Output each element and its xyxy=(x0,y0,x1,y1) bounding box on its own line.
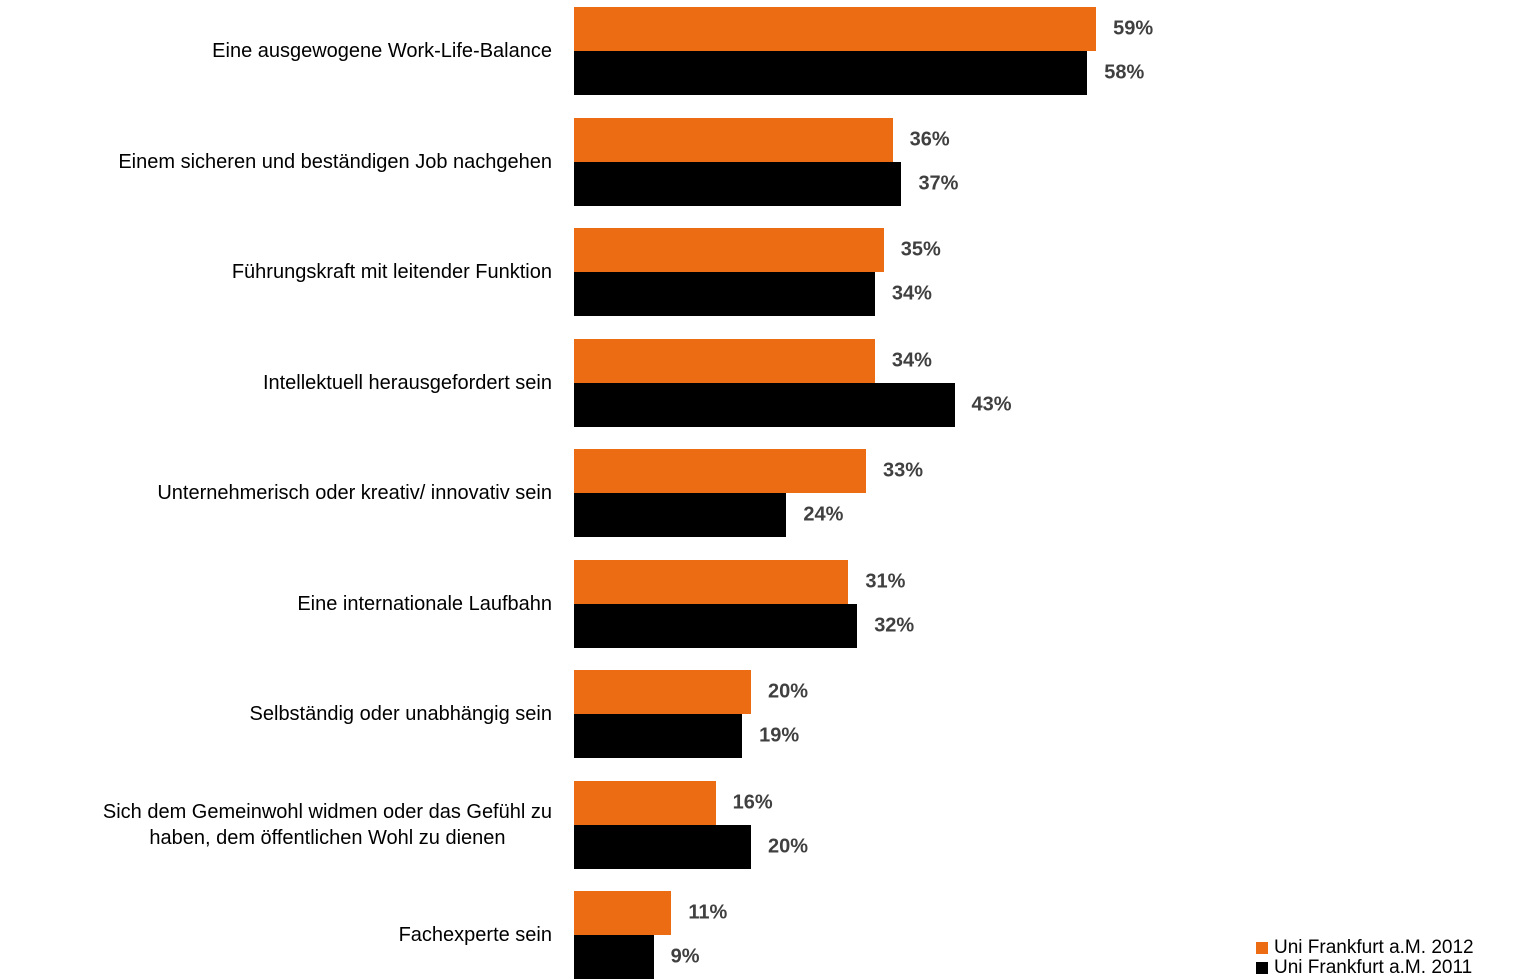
category-label: Einem sicheren und beständigen Job nachg… xyxy=(118,150,552,173)
value-label: 11% xyxy=(688,901,728,924)
bar xyxy=(574,493,787,537)
value-label: 32% xyxy=(874,614,915,636)
bar xyxy=(574,559,849,604)
category-label: Führungskraft mit leitender Funktion xyxy=(231,261,552,283)
value-label: 59% xyxy=(1113,17,1154,40)
category-label: Sich dem Gemeinwohl widmen oder das Gefü… xyxy=(102,800,552,849)
bar xyxy=(574,51,1088,95)
value-label: 36% xyxy=(909,128,950,150)
bar xyxy=(574,272,875,316)
bar xyxy=(574,670,751,714)
category-label: Selbständig oder unabhängig sein xyxy=(249,703,552,725)
legend-swatch xyxy=(1256,942,1268,954)
value-label: 37% xyxy=(918,172,959,194)
value-label: 58% xyxy=(1104,61,1145,84)
bar xyxy=(574,780,716,825)
value-label: 31% xyxy=(865,570,906,592)
value-label: 20% xyxy=(768,835,809,857)
bar xyxy=(574,935,654,979)
bar xyxy=(574,228,884,272)
category-label: Eine internationale Laufbahn xyxy=(297,592,552,615)
value-label: 19% xyxy=(759,724,800,747)
bar xyxy=(574,7,1097,51)
value-label: 16% xyxy=(732,791,773,813)
category-label: Unternehmerisch oder kreativ/ innovativ … xyxy=(157,482,552,504)
category-label: Eine ausgewogene Work-Life-Balance xyxy=(212,40,552,62)
legend-swatch xyxy=(1256,962,1268,974)
bar xyxy=(574,382,955,427)
value-label: 35% xyxy=(900,238,941,261)
bar xyxy=(574,603,858,648)
value-label: 20% xyxy=(768,680,809,703)
bar xyxy=(574,449,867,493)
bar xyxy=(574,338,875,383)
legend-label: Uni Frankfurt a.M. 2012 xyxy=(1274,937,1474,958)
value-label: 24% xyxy=(803,503,844,526)
category-label: Intellektuell herausgefordert sein xyxy=(262,371,552,394)
bar xyxy=(574,824,751,869)
value-label: 43% xyxy=(971,393,1012,415)
value-label: 34% xyxy=(891,282,932,305)
bar xyxy=(574,161,902,206)
bar xyxy=(574,117,893,162)
bar xyxy=(574,714,743,758)
category-label: Fachexperte sein xyxy=(398,924,552,946)
value-label: 33% xyxy=(883,459,924,482)
bar xyxy=(574,891,672,935)
value-label: 34% xyxy=(891,349,932,371)
legend-label: Uni Frankfurt a.M. 2011 xyxy=(1274,957,1473,978)
value-label: 9% xyxy=(670,945,700,968)
